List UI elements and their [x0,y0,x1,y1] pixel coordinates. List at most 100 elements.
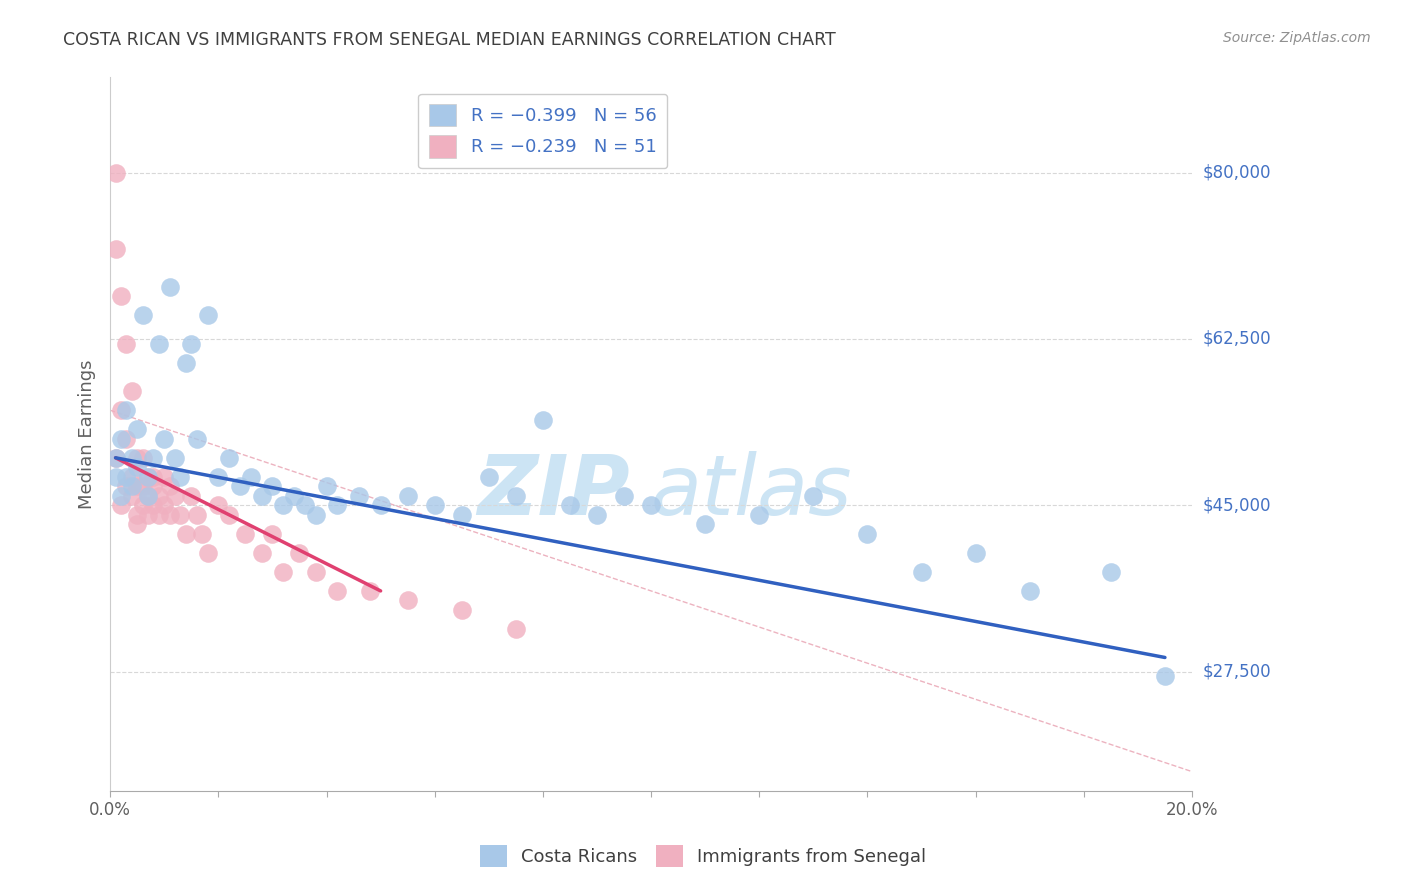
Point [197,546,219,560]
Point [104,470,127,484]
Point [197,308,219,322]
Point [478,470,501,484]
Point [396,593,419,607]
Point [159,279,181,293]
Point [801,489,824,503]
Point [396,489,419,503]
Point [110,289,132,303]
Point [965,546,987,560]
Point [115,479,138,493]
Point [305,565,328,579]
Point [127,517,149,532]
Point [110,432,132,446]
Point [148,336,170,351]
Point [104,450,127,465]
Point [235,527,257,541]
Point [136,489,159,503]
Point [148,489,170,503]
Point [250,489,273,503]
Point [180,336,202,351]
Point [115,470,138,484]
Point [131,479,153,493]
Point [142,450,165,465]
Point [191,527,214,541]
Point [347,489,370,503]
Point [121,479,143,493]
Point [262,479,284,493]
Point [531,413,554,427]
Point [315,479,337,493]
Point [262,527,284,541]
Point [127,450,149,465]
Point [142,479,165,493]
Point [104,450,127,465]
Point [159,508,181,522]
Point [180,489,202,503]
Point [121,470,143,484]
Point [558,499,581,513]
Point [142,499,165,513]
Point [207,470,229,484]
Text: $45,000: $45,000 [1202,496,1271,515]
Point [131,450,153,465]
Point [207,499,229,513]
Point [110,403,132,417]
Point [159,479,181,493]
Point [218,508,240,522]
Point [127,508,149,522]
Point [271,499,294,513]
Point [294,499,316,513]
Point [856,527,879,541]
Text: $80,000: $80,000 [1202,163,1271,182]
Text: COSTA RICAN VS IMMIGRANTS FROM SENEGAL MEDIAN EARNINGS CORRELATION CHART: COSTA RICAN VS IMMIGRANTS FROM SENEGAL M… [63,31,837,49]
Point [115,336,138,351]
Point [1099,565,1122,579]
Text: ZIP: ZIP [477,450,630,532]
Legend: R = −0.399   N = 56, R = −0.239   N = 51: R = −0.399 N = 56, R = −0.239 N = 51 [419,94,668,169]
Point [165,450,187,465]
Point [423,499,446,513]
Point [127,460,149,475]
Point [695,517,717,532]
Point [115,432,138,446]
Point [288,546,311,560]
Point [370,499,392,513]
Point [153,470,176,484]
Text: $27,500: $27,500 [1202,663,1271,681]
Point [121,450,143,465]
Point [110,499,132,513]
Point [505,489,527,503]
Legend: Costa Ricans, Immigrants from Senegal: Costa Ricans, Immigrants from Senegal [472,838,934,874]
Point [186,432,208,446]
Point [136,508,159,522]
Point [186,508,208,522]
Point [104,165,127,179]
Point [586,508,609,522]
Point [174,527,197,541]
Point [1154,669,1177,683]
Point [229,479,252,493]
Point [613,489,636,503]
Point [136,470,159,484]
Point [450,603,472,617]
Point [127,422,149,436]
Point [326,583,349,598]
Point [450,508,472,522]
Point [115,403,138,417]
Point [326,499,349,513]
Point [110,489,132,503]
Text: $62,500: $62,500 [1202,330,1271,348]
Point [131,499,153,513]
Point [1018,583,1040,598]
Point [153,432,176,446]
Point [104,242,127,256]
Point [910,565,932,579]
Point [218,450,240,465]
Point [136,470,159,484]
Point [174,356,197,370]
Point [239,470,262,484]
Point [748,508,770,522]
Point [283,489,305,503]
Point [142,470,165,484]
Point [165,489,187,503]
